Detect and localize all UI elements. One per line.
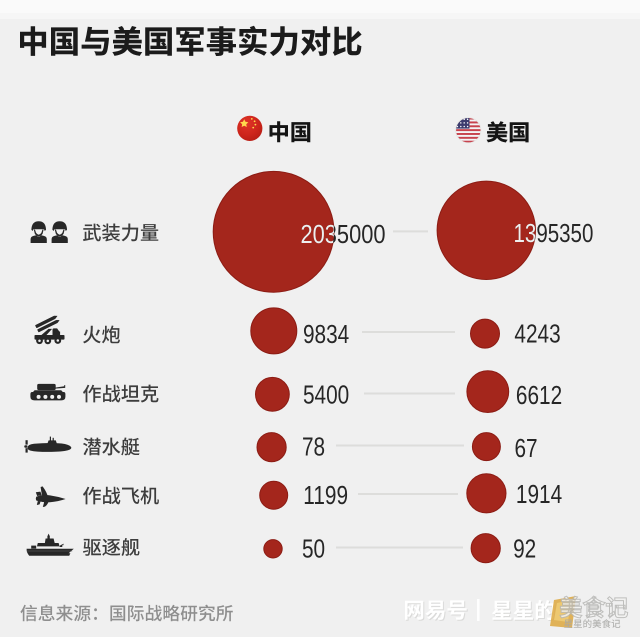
svg-text:92: 92	[513, 534, 536, 563]
svg-text:2035000: 2035000	[301, 220, 386, 249]
svg-text:1914: 1914	[516, 480, 562, 509]
svg-text:67: 67	[515, 434, 538, 463]
svg-text:1395350: 1395350	[514, 219, 594, 248]
svg-text:6612: 6612	[516, 381, 562, 410]
svg-text:4243: 4243	[514, 319, 560, 348]
svg-text:2035000: 2035000	[301, 220, 386, 249]
svg-text:50: 50	[302, 534, 325, 563]
svg-text:1395350: 1395350	[514, 219, 594, 248]
svg-text:9834: 9834	[303, 320, 349, 349]
svg-text:1199: 1199	[303, 481, 348, 510]
svg-text:5400: 5400	[303, 380, 349, 409]
svg-text:78: 78	[302, 432, 325, 461]
